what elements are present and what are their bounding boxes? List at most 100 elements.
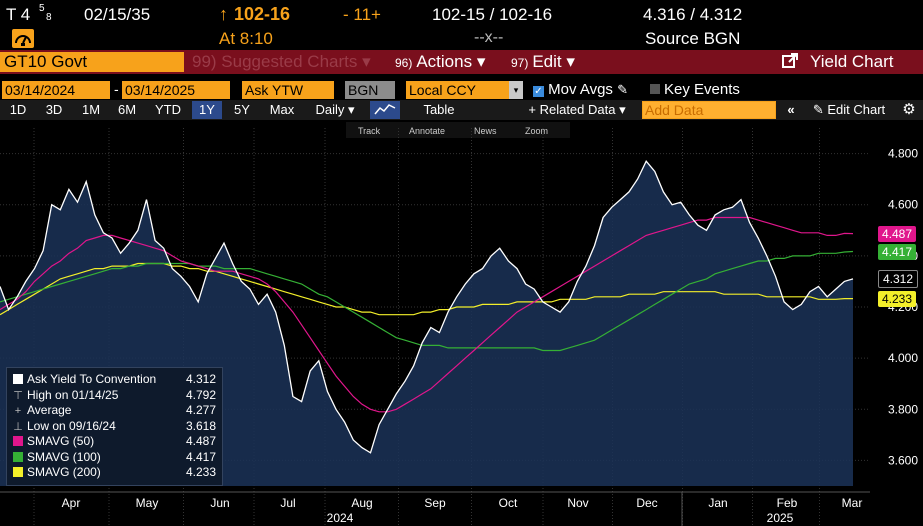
range-1y[interactable]: 1Y bbox=[192, 101, 222, 119]
bid-ask-yield: 4.316 / 4.312 bbox=[643, 5, 743, 24]
popout-icon bbox=[782, 53, 798, 75]
yield-chart-label: Yield Chart bbox=[810, 52, 894, 71]
range-5y[interactable]: 5Y bbox=[234, 102, 250, 117]
actions-number: 96) bbox=[395, 56, 413, 70]
legend-label: Average bbox=[27, 403, 72, 417]
x-tick-label: Feb bbox=[777, 496, 798, 510]
range-ytd[interactable]: YTD bbox=[155, 102, 181, 117]
range-3d[interactable]: 3D bbox=[45, 102, 63, 117]
quote-header: T 4 5 8 02/15/35 ↑ 102-16 - 11+ 102-15 /… bbox=[0, 0, 923, 28]
edit-chart-button[interactable]: ✎ Edit Chart bbox=[804, 101, 894, 119]
start-date-field[interactable]: 03/14/2024 bbox=[2, 81, 110, 99]
field-selector[interactable]: Ask YTW bbox=[242, 81, 334, 99]
legend-item: SMAVG (50) bbox=[13, 434, 94, 449]
last-value-badge: 4.312 bbox=[878, 270, 919, 289]
avg-marker-icon: + bbox=[14, 405, 22, 417]
year-label: 2024 bbox=[327, 511, 354, 525]
legend-swatch bbox=[13, 467, 23, 477]
annotate-tool[interactable]: Annotate bbox=[409, 126, 445, 136]
chevron-down-icon: ▾ bbox=[509, 81, 523, 99]
currency-selector[interactable]: Local CCY ▾ bbox=[406, 81, 523, 99]
up-arrow-icon: ↑ bbox=[219, 4, 228, 24]
legend-value: 4.487 bbox=[185, 434, 216, 448]
legend-value: 4.277 bbox=[185, 403, 216, 417]
separator-x: --x-- bbox=[474, 29, 504, 46]
legend-label: SMAVG (100) bbox=[27, 449, 101, 464]
legend-label: SMAVG (50) bbox=[27, 434, 95, 448]
chart-tools-bar bbox=[346, 122, 570, 138]
y-tick-label: 3.600 bbox=[888, 453, 918, 467]
end-date-field[interactable]: 03/14/2025 bbox=[122, 81, 230, 99]
sma100-line bbox=[0, 250, 854, 352]
year-label: 2025 bbox=[767, 511, 794, 525]
mov-avgs-label: Mov Avgs bbox=[548, 81, 613, 98]
ticker-field[interactable]: GT10 Govt bbox=[0, 52, 184, 72]
news-tool[interactable]: News bbox=[474, 126, 497, 136]
related-data-menu[interactable]: + Related Data ▾ bbox=[528, 102, 626, 117]
y-tick-label: 4.600 bbox=[888, 198, 918, 212]
legend-value: 3.618 bbox=[185, 418, 216, 433]
actions-label: Actions ▾ bbox=[416, 52, 486, 71]
legend-swatch bbox=[13, 451, 23, 462]
chart-tools: Track Annotate News Zoom bbox=[346, 122, 570, 138]
checkbox-empty-icon bbox=[650, 84, 660, 94]
suggested-charts-menu[interactable]: 99) Suggested Charts ▾ bbox=[192, 52, 371, 71]
range-6m[interactable]: 6M bbox=[117, 102, 137, 117]
series-lines bbox=[0, 160, 854, 454]
range-max[interactable]: Max bbox=[269, 102, 295, 117]
key-events-label: Key Events bbox=[664, 81, 740, 98]
actions-menu[interactable]: 96) Actions ▾ bbox=[395, 51, 485, 73]
legend-item: ⊥ Low on 09/16/24 bbox=[13, 419, 116, 434]
coupon-fraction-numerator: 5 bbox=[39, 3, 45, 14]
date-dash: - bbox=[114, 81, 119, 97]
x-tick-label: May bbox=[136, 496, 159, 510]
last-price: 102-16 bbox=[234, 4, 291, 24]
legend-label: Ask Yield To Convention bbox=[27, 372, 157, 386]
edit-label: Edit ▾ bbox=[532, 52, 575, 71]
collapse-icon[interactable]: « bbox=[787, 102, 795, 117]
range-1d[interactable]: 1D bbox=[9, 102, 27, 117]
legend-label: Low on 09/16/24 bbox=[27, 418, 116, 433]
legend-item: SMAVG (100) bbox=[13, 450, 101, 465]
add-data-input[interactable]: Add Data bbox=[642, 101, 776, 119]
low-marker-icon: ⊥ bbox=[13, 420, 23, 433]
mov-avgs-toggle[interactable]: ✓ Mov Avgs ✎ bbox=[533, 81, 628, 99]
edit-chart-label: Edit Chart bbox=[827, 102, 886, 117]
legend-label: High on 01/14/25 bbox=[27, 387, 119, 402]
gauge-icon[interactable] bbox=[12, 29, 34, 48]
gear-icon[interactable]: ⚙ bbox=[902, 101, 916, 118]
last-value-badge: 4.233 bbox=[878, 290, 917, 307]
price-change: - 11+ bbox=[343, 5, 381, 24]
track-tool[interactable]: Track bbox=[358, 126, 381, 136]
bid-ask-price: 102-15 / 102-16 bbox=[432, 5, 553, 24]
legend-value: 4.792 bbox=[185, 387, 216, 402]
line-chart-icon[interactable] bbox=[370, 101, 400, 119]
zoom-tool[interactable]: Zoom bbox=[525, 126, 548, 136]
high-marker-icon: ⊤ bbox=[13, 389, 23, 402]
coupon-fraction-denominator: 8 bbox=[46, 12, 52, 23]
key-events-toggle[interactable]: Key Events bbox=[650, 81, 740, 99]
edit-menu[interactable]: 97) Edit ▾ bbox=[511, 51, 575, 73]
x-tick-label: Jan bbox=[708, 496, 727, 510]
range-1m[interactable]: 1M bbox=[81, 102, 101, 117]
y-tick-label: 3.800 bbox=[888, 402, 918, 416]
legend-label: SMAVG (200) bbox=[27, 465, 101, 479]
source-field[interactable]: BGN bbox=[345, 81, 395, 99]
x-axis-ticks: Apr May Jun Jul Aug Sep Oct Nov Dec Jan Feb Mar 2024… bbox=[0, 491, 870, 526]
legend-item: Ask Yield To Convention bbox=[13, 372, 156, 387]
legend-item: ⊤ High on 01/14/25 bbox=[13, 388, 118, 403]
yield-chart-button[interactable]: Yield Chart bbox=[782, 51, 893, 73]
y-tick-label: 4.800 bbox=[888, 147, 918, 161]
table-button[interactable]: Table bbox=[423, 102, 455, 117]
period-selector[interactable]: Daily ▾ bbox=[315, 102, 355, 117]
currency-label: Local CCY bbox=[409, 82, 476, 98]
sma200-line bbox=[0, 262, 853, 316]
x-tick-label: Oct bbox=[499, 496, 518, 510]
x-tick-label: Sep bbox=[424, 496, 446, 510]
time-label: At 8:10 bbox=[219, 29, 273, 48]
legend-swatch bbox=[13, 374, 23, 384]
x-tick-label: Apr bbox=[62, 496, 81, 510]
sma50-line bbox=[0, 216, 854, 413]
add-data-placeholder: Add Data bbox=[643, 102, 775, 118]
